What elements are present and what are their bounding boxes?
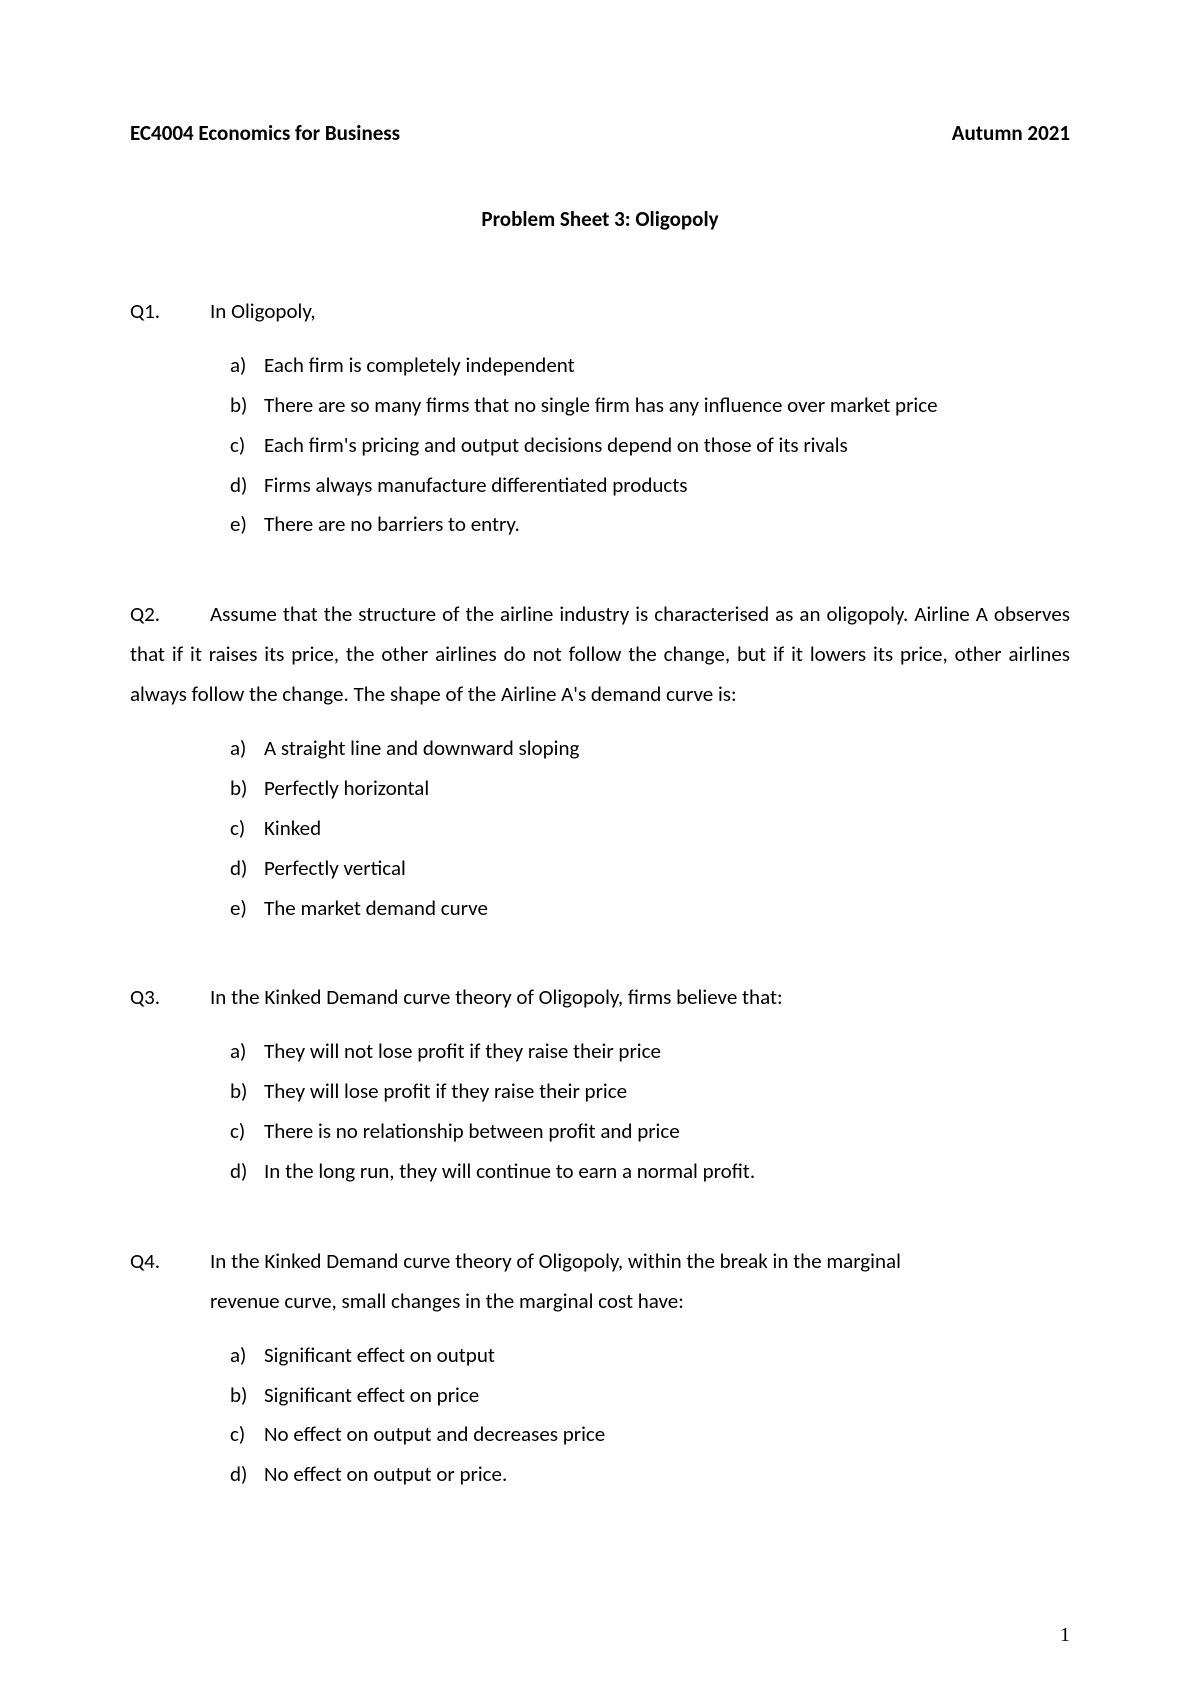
option-label: a) bbox=[230, 1032, 264, 1072]
option-label: d) bbox=[230, 1152, 264, 1192]
option-label: e) bbox=[230, 505, 264, 545]
question-text: In Oligopoly, bbox=[210, 298, 316, 324]
course-code: EC4004 Economics for Business bbox=[130, 120, 400, 146]
question-label: Q3. bbox=[130, 978, 210, 1018]
option-label: e) bbox=[230, 889, 264, 929]
option-d: d)In the long run, they will continue to… bbox=[130, 1152, 1070, 1192]
option-text: No effect on output and decreases price bbox=[264, 1421, 605, 1447]
question-text-line1: In the Kinked Demand curve theory of Oli… bbox=[210, 1248, 901, 1274]
header-row: EC4004 Economics for Business Autumn 202… bbox=[130, 120, 1070, 146]
option-label: d) bbox=[230, 1455, 264, 1495]
option-text: Each firm's pricing and output decisions… bbox=[264, 432, 848, 458]
option-a: a)Each firm is completely independent bbox=[130, 346, 1070, 386]
option-c: c)There is no relationship between profi… bbox=[130, 1112, 1070, 1152]
option-b: b)Significant effect on price bbox=[130, 1376, 1070, 1416]
option-label: b) bbox=[230, 386, 264, 426]
option-d: d)Firms always manufacture differentiate… bbox=[130, 466, 1070, 506]
option-label: c) bbox=[230, 426, 264, 466]
question-text: In the Kinked Demand curve theory of Oli… bbox=[210, 984, 783, 1010]
option-text: There are no barriers to entry. bbox=[264, 511, 520, 537]
option-c: c)Each firm's pricing and output decisio… bbox=[130, 426, 1070, 466]
option-label: c) bbox=[230, 809, 264, 849]
options-list: a)They will not lose profit if they rais… bbox=[130, 1032, 1070, 1192]
question-text: Assume that the structure of the airline… bbox=[130, 601, 1070, 707]
question-2: Q2.Assume that the structure of the airl… bbox=[130, 595, 1070, 928]
option-text: They will not lose profit if they raise … bbox=[264, 1038, 661, 1064]
option-text: They will lose profit if they raise thei… bbox=[264, 1078, 627, 1104]
question-3: Q3.In the Kinked Demand curve theory of … bbox=[130, 978, 1070, 1191]
option-label: b) bbox=[230, 1072, 264, 1112]
option-text: There are so many firms that no single f… bbox=[264, 392, 938, 418]
option-a: a)They will not lose profit if they rais… bbox=[130, 1032, 1070, 1072]
page-number: 1 bbox=[1060, 1624, 1070, 1647]
option-d: d)No effect on output or price. bbox=[130, 1455, 1070, 1495]
question-stem: Q2.Assume that the structure of the airl… bbox=[130, 595, 1070, 715]
option-label: c) bbox=[230, 1415, 264, 1455]
option-text: Kinked bbox=[264, 815, 321, 841]
option-text: Firms always manufacture differentiated … bbox=[264, 472, 688, 498]
option-text: There is no relationship between profit … bbox=[264, 1118, 680, 1144]
option-text: Significant effect on output bbox=[264, 1342, 495, 1368]
option-text: In the long run, they will continue to e… bbox=[264, 1158, 755, 1184]
question-4: Q4.In the Kinked Demand curve theory of … bbox=[130, 1242, 1070, 1495]
question-label: Q1. bbox=[130, 292, 210, 332]
term-label: Autumn 2021 bbox=[952, 120, 1070, 146]
sheet-title: Problem Sheet 3: Oligopoly bbox=[130, 206, 1070, 232]
options-list: a)A straight line and downward sloping b… bbox=[130, 729, 1070, 928]
option-e: e)There are no barriers to entry. bbox=[130, 505, 1070, 545]
option-label: b) bbox=[230, 1376, 264, 1416]
option-d: d)Perfectly vertical bbox=[130, 849, 1070, 889]
question-label: Q4. bbox=[130, 1242, 210, 1282]
options-list: a)Significant effect on output b)Signifi… bbox=[130, 1336, 1070, 1496]
document-page: EC4004 Economics for Business Autumn 202… bbox=[0, 0, 1200, 1697]
option-a: a)Significant effect on output bbox=[130, 1336, 1070, 1376]
option-text: Each firm is completely independent bbox=[264, 352, 575, 378]
option-label: a) bbox=[230, 729, 264, 769]
option-text: A straight line and downward sloping bbox=[264, 735, 579, 761]
option-text: Perfectly vertical bbox=[264, 855, 406, 881]
option-label: a) bbox=[230, 346, 264, 386]
option-text: Perfectly horizontal bbox=[264, 775, 429, 801]
option-label: b) bbox=[230, 769, 264, 809]
option-label: d) bbox=[230, 849, 264, 889]
option-b: b)They will lose profit if they raise th… bbox=[130, 1072, 1070, 1112]
question-stem-line2: revenue curve, small changes in the marg… bbox=[210, 1282, 1070, 1322]
option-label: d) bbox=[230, 466, 264, 506]
option-text: The market demand curve bbox=[264, 895, 488, 921]
option-text: Significant effect on price bbox=[264, 1382, 479, 1408]
option-e: e)The market demand curve bbox=[130, 889, 1070, 929]
question-stem: Q3.In the Kinked Demand curve theory of … bbox=[130, 978, 1070, 1018]
options-list: a)Each firm is completely independent b)… bbox=[130, 346, 1070, 545]
question-stem: Q1.In Oligopoly, bbox=[130, 292, 1070, 332]
option-b: b)Perfectly horizontal bbox=[130, 769, 1070, 809]
question-label: Q2. bbox=[130, 595, 210, 635]
question-1: Q1.In Oligopoly, a)Each firm is complete… bbox=[130, 292, 1070, 545]
option-c: c)Kinked bbox=[130, 809, 1070, 849]
question-stem-line1: Q4.In the Kinked Demand curve theory of … bbox=[130, 1242, 1070, 1282]
option-text: No effect on output or price. bbox=[264, 1461, 507, 1487]
option-a: a)A straight line and downward sloping bbox=[130, 729, 1070, 769]
option-b: b)There are so many firms that no single… bbox=[130, 386, 1070, 426]
option-label: c) bbox=[230, 1112, 264, 1152]
option-label: a) bbox=[230, 1336, 264, 1376]
option-c: c)No effect on output and decreases pric… bbox=[130, 1415, 1070, 1455]
